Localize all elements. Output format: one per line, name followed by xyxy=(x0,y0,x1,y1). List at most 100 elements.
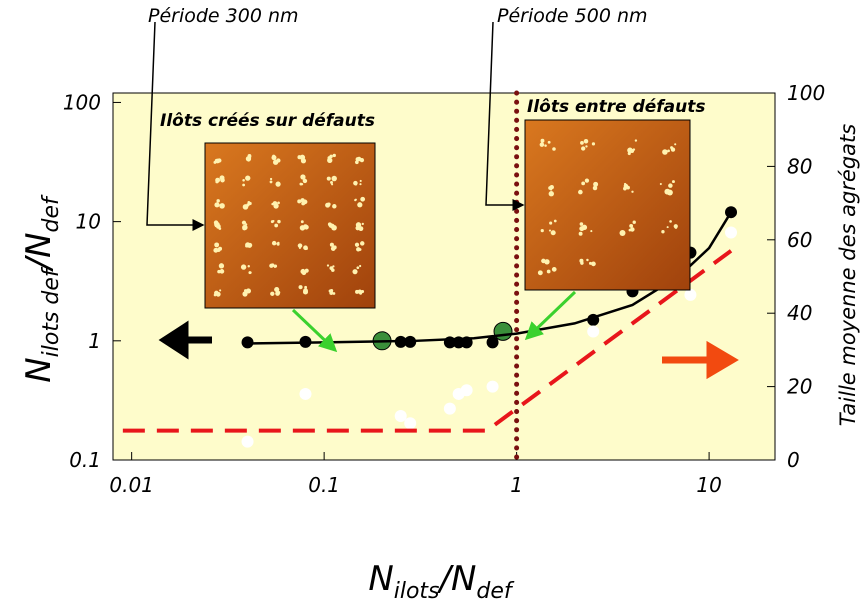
afm-spot xyxy=(548,191,554,197)
afm-spot xyxy=(630,227,635,232)
afm-spot xyxy=(354,242,360,247)
afm-spot xyxy=(353,269,357,273)
afm-spot xyxy=(272,154,276,158)
afm-spot xyxy=(331,175,337,182)
afm-spot xyxy=(540,138,545,143)
afm-spot xyxy=(271,240,277,246)
label-part: ilots xyxy=(394,579,440,601)
connector xyxy=(146,21,205,231)
afm-spot xyxy=(584,178,590,183)
afm-spot xyxy=(674,226,678,229)
afm-spot xyxy=(629,223,634,228)
afm-spot xyxy=(661,230,665,234)
afm-spot xyxy=(214,290,219,296)
y2-tick-label: 40 xyxy=(787,301,812,325)
afm-spot xyxy=(247,201,251,204)
label-part: def xyxy=(476,579,515,601)
afm-spot xyxy=(302,199,308,205)
afm-spot xyxy=(269,180,273,184)
afm-spot xyxy=(583,139,589,144)
afm-spot xyxy=(272,220,275,223)
data-point xyxy=(241,435,254,448)
afm-spot xyxy=(214,242,220,248)
x-tick-label: 0.01 xyxy=(109,473,154,497)
afm-spot xyxy=(330,180,334,184)
afm-spot xyxy=(329,242,334,247)
afm-spot xyxy=(544,144,547,147)
afm-spot xyxy=(592,185,598,191)
afm-spot xyxy=(218,263,225,269)
afm-spot xyxy=(215,223,221,229)
label-part: N xyxy=(19,357,59,382)
afm-spot xyxy=(627,147,633,154)
label-part: def xyxy=(39,194,64,233)
y-tick-label: 0.1 xyxy=(69,448,101,472)
x-tick-label: 1 xyxy=(510,473,523,497)
afm-spot xyxy=(332,153,336,158)
pointer-arrow xyxy=(524,290,577,341)
afm-spot xyxy=(581,146,586,151)
afm-spot xyxy=(242,178,245,182)
data-point xyxy=(486,336,499,349)
afm-spot xyxy=(304,285,308,289)
afm-spot xyxy=(354,183,358,186)
afm-spot xyxy=(297,155,302,160)
afm-spot xyxy=(302,289,309,295)
afm-spot xyxy=(300,182,304,186)
afm-spot xyxy=(326,264,330,267)
afm-spot xyxy=(626,185,630,190)
afm-spot xyxy=(540,229,544,233)
y2-tick-label: 100 xyxy=(787,81,825,105)
x-axis-label: Nilots/Ndef xyxy=(368,559,515,601)
afm-spot xyxy=(277,201,280,205)
afm-spot xyxy=(581,181,586,186)
afm-spot xyxy=(551,267,557,272)
axis-arrow xyxy=(158,320,212,360)
afm-spot xyxy=(300,174,306,180)
afm-spot xyxy=(552,147,556,151)
afm-spot xyxy=(590,230,593,233)
afm-spot xyxy=(298,285,303,290)
afm-spot xyxy=(274,287,280,293)
data-point xyxy=(404,417,417,430)
afm-spot xyxy=(245,175,251,181)
label-part: /N xyxy=(437,559,477,599)
afm-spot xyxy=(549,221,553,225)
afm-spot xyxy=(240,264,247,270)
label-part: N xyxy=(368,559,393,599)
y2-tick-label: 60 xyxy=(787,228,812,252)
afm-spot xyxy=(539,142,545,147)
afm-spot xyxy=(303,245,308,251)
afm-image xyxy=(524,119,691,291)
afm-spot xyxy=(632,148,636,151)
y-axis-label: Nilots def/Ndef xyxy=(19,194,64,383)
afm-spot xyxy=(669,220,672,223)
afm-spot xyxy=(276,243,280,246)
data-point xyxy=(460,384,473,397)
afm-spot xyxy=(578,231,583,236)
afm-spot xyxy=(628,228,632,232)
afm-spot xyxy=(215,177,221,183)
afm-spot xyxy=(297,199,302,204)
afm-spot xyxy=(272,159,279,165)
afm-spot xyxy=(300,158,307,164)
afm-spot xyxy=(659,182,662,186)
afm-spot xyxy=(674,143,677,146)
data-point xyxy=(684,288,697,301)
data-point xyxy=(725,226,738,239)
afm-spot xyxy=(580,261,584,265)
pointer-arrow xyxy=(291,308,338,353)
afm-spot xyxy=(325,202,331,208)
afm-spot xyxy=(219,175,225,181)
afm-spot xyxy=(591,261,596,267)
axis-arrow xyxy=(662,340,739,380)
afm-spot xyxy=(586,258,589,262)
afm-spot xyxy=(216,247,221,252)
afm-spot xyxy=(219,289,222,292)
afm-spot xyxy=(537,270,543,276)
afm-spot xyxy=(627,151,631,156)
afm-spot xyxy=(548,229,552,232)
afm-spot xyxy=(297,243,303,248)
annotation: Période 500 nm xyxy=(497,5,648,27)
